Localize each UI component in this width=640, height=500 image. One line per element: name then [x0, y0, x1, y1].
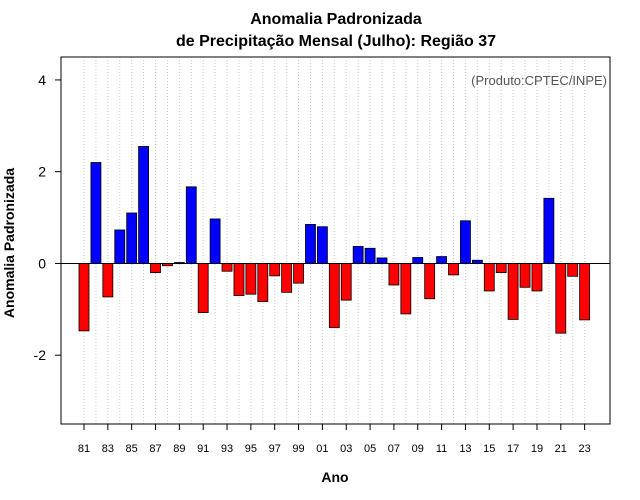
bar-97	[269, 263, 281, 277]
bar-00	[305, 224, 316, 264]
x-tick-label: 21	[555, 443, 567, 455]
x-tick-label: 19	[531, 443, 543, 455]
y-axis: -2 0 2 4	[34, 72, 61, 363]
bar-10	[424, 263, 436, 300]
bar-83	[102, 263, 114, 298]
x-tick-label: 89	[173, 443, 185, 455]
bar-81	[78, 263, 90, 332]
y-axis-title: Anomalia Padronizada	[1, 168, 17, 318]
x-tick-label: 91	[197, 443, 209, 455]
x-tick-label: 23	[579, 443, 591, 455]
bar-07	[388, 263, 400, 286]
x-tick-label: 03	[340, 443, 352, 455]
bar-15	[483, 263, 495, 292]
bar-11	[436, 256, 448, 264]
bar-85	[126, 212, 138, 264]
vertical-gridlines	[83, 57, 586, 424]
y-tick-label: 0	[38, 255, 46, 271]
bar-04	[352, 246, 364, 264]
bar-21	[555, 263, 567, 334]
y-tick-label: -2	[34, 347, 47, 363]
x-axis-title: Ano	[321, 469, 348, 485]
bar-23	[579, 263, 591, 321]
bar-93	[221, 263, 233, 272]
bar-95	[245, 263, 257, 295]
bar-18	[519, 263, 531, 288]
bar-02	[328, 263, 340, 329]
chart-title-line1: Anomalia Padronizada	[250, 11, 422, 28]
bar-22	[567, 263, 579, 277]
x-tick-label: 97	[269, 443, 281, 455]
x-tick-label: 09	[412, 443, 424, 455]
x-tick-label: 01	[316, 443, 328, 455]
bar-08	[400, 263, 412, 315]
bar-05	[364, 247, 376, 264]
bar-90	[185, 186, 197, 264]
bar-99	[293, 263, 304, 284]
bars	[78, 146, 591, 334]
x-tick-label: 15	[483, 443, 495, 455]
bar-17	[507, 263, 519, 320]
x-tick-label: 07	[388, 443, 400, 455]
bar-13	[460, 220, 471, 264]
bar-84	[114, 229, 126, 264]
x-tick-label: 13	[459, 443, 471, 455]
bar-09	[412, 257, 424, 264]
y-tick-label: 4	[38, 72, 46, 88]
bar-92	[209, 218, 221, 264]
bar-01	[316, 226, 328, 264]
y-tick-label: 2	[38, 164, 46, 180]
x-tick-label: 83	[102, 443, 114, 455]
x-tick-label: 05	[364, 443, 376, 455]
x-tick-label: 99	[292, 443, 304, 455]
product-credit: (Produto:CPTEC/INPE)	[471, 73, 607, 88]
chart-title-line2: de Precipitação Mensal (Julho): Região 3…	[176, 33, 496, 50]
bar-98	[281, 263, 293, 293]
x-tick-label: 81	[78, 443, 90, 455]
x-tick-label: 17	[507, 443, 519, 455]
bar-06	[376, 257, 388, 264]
bar-82	[90, 162, 102, 264]
x-axis: 81 83 85 87 89 91 93 95 97 99 01 03 05 07 09 11 13 15 17 19…	[78, 424, 591, 455]
bar-16	[495, 263, 507, 274]
bar-03	[340, 263, 352, 301]
bar-20	[543, 197, 555, 264]
x-tick-label: 11	[436, 443, 447, 455]
bar-91	[197, 263, 209, 313]
x-tick-label: 85	[126, 443, 138, 455]
x-tick-label: 95	[245, 443, 257, 455]
plot-frame	[60, 56, 611, 425]
bar-86	[138, 146, 150, 264]
bar-94	[233, 263, 245, 296]
bar-87	[150, 263, 161, 274]
bar-96	[257, 263, 269, 302]
x-tick-label: 87	[149, 443, 161, 455]
x-tick-label: 93	[221, 443, 233, 455]
bar-12	[448, 263, 459, 276]
bar-19	[531, 263, 543, 292]
